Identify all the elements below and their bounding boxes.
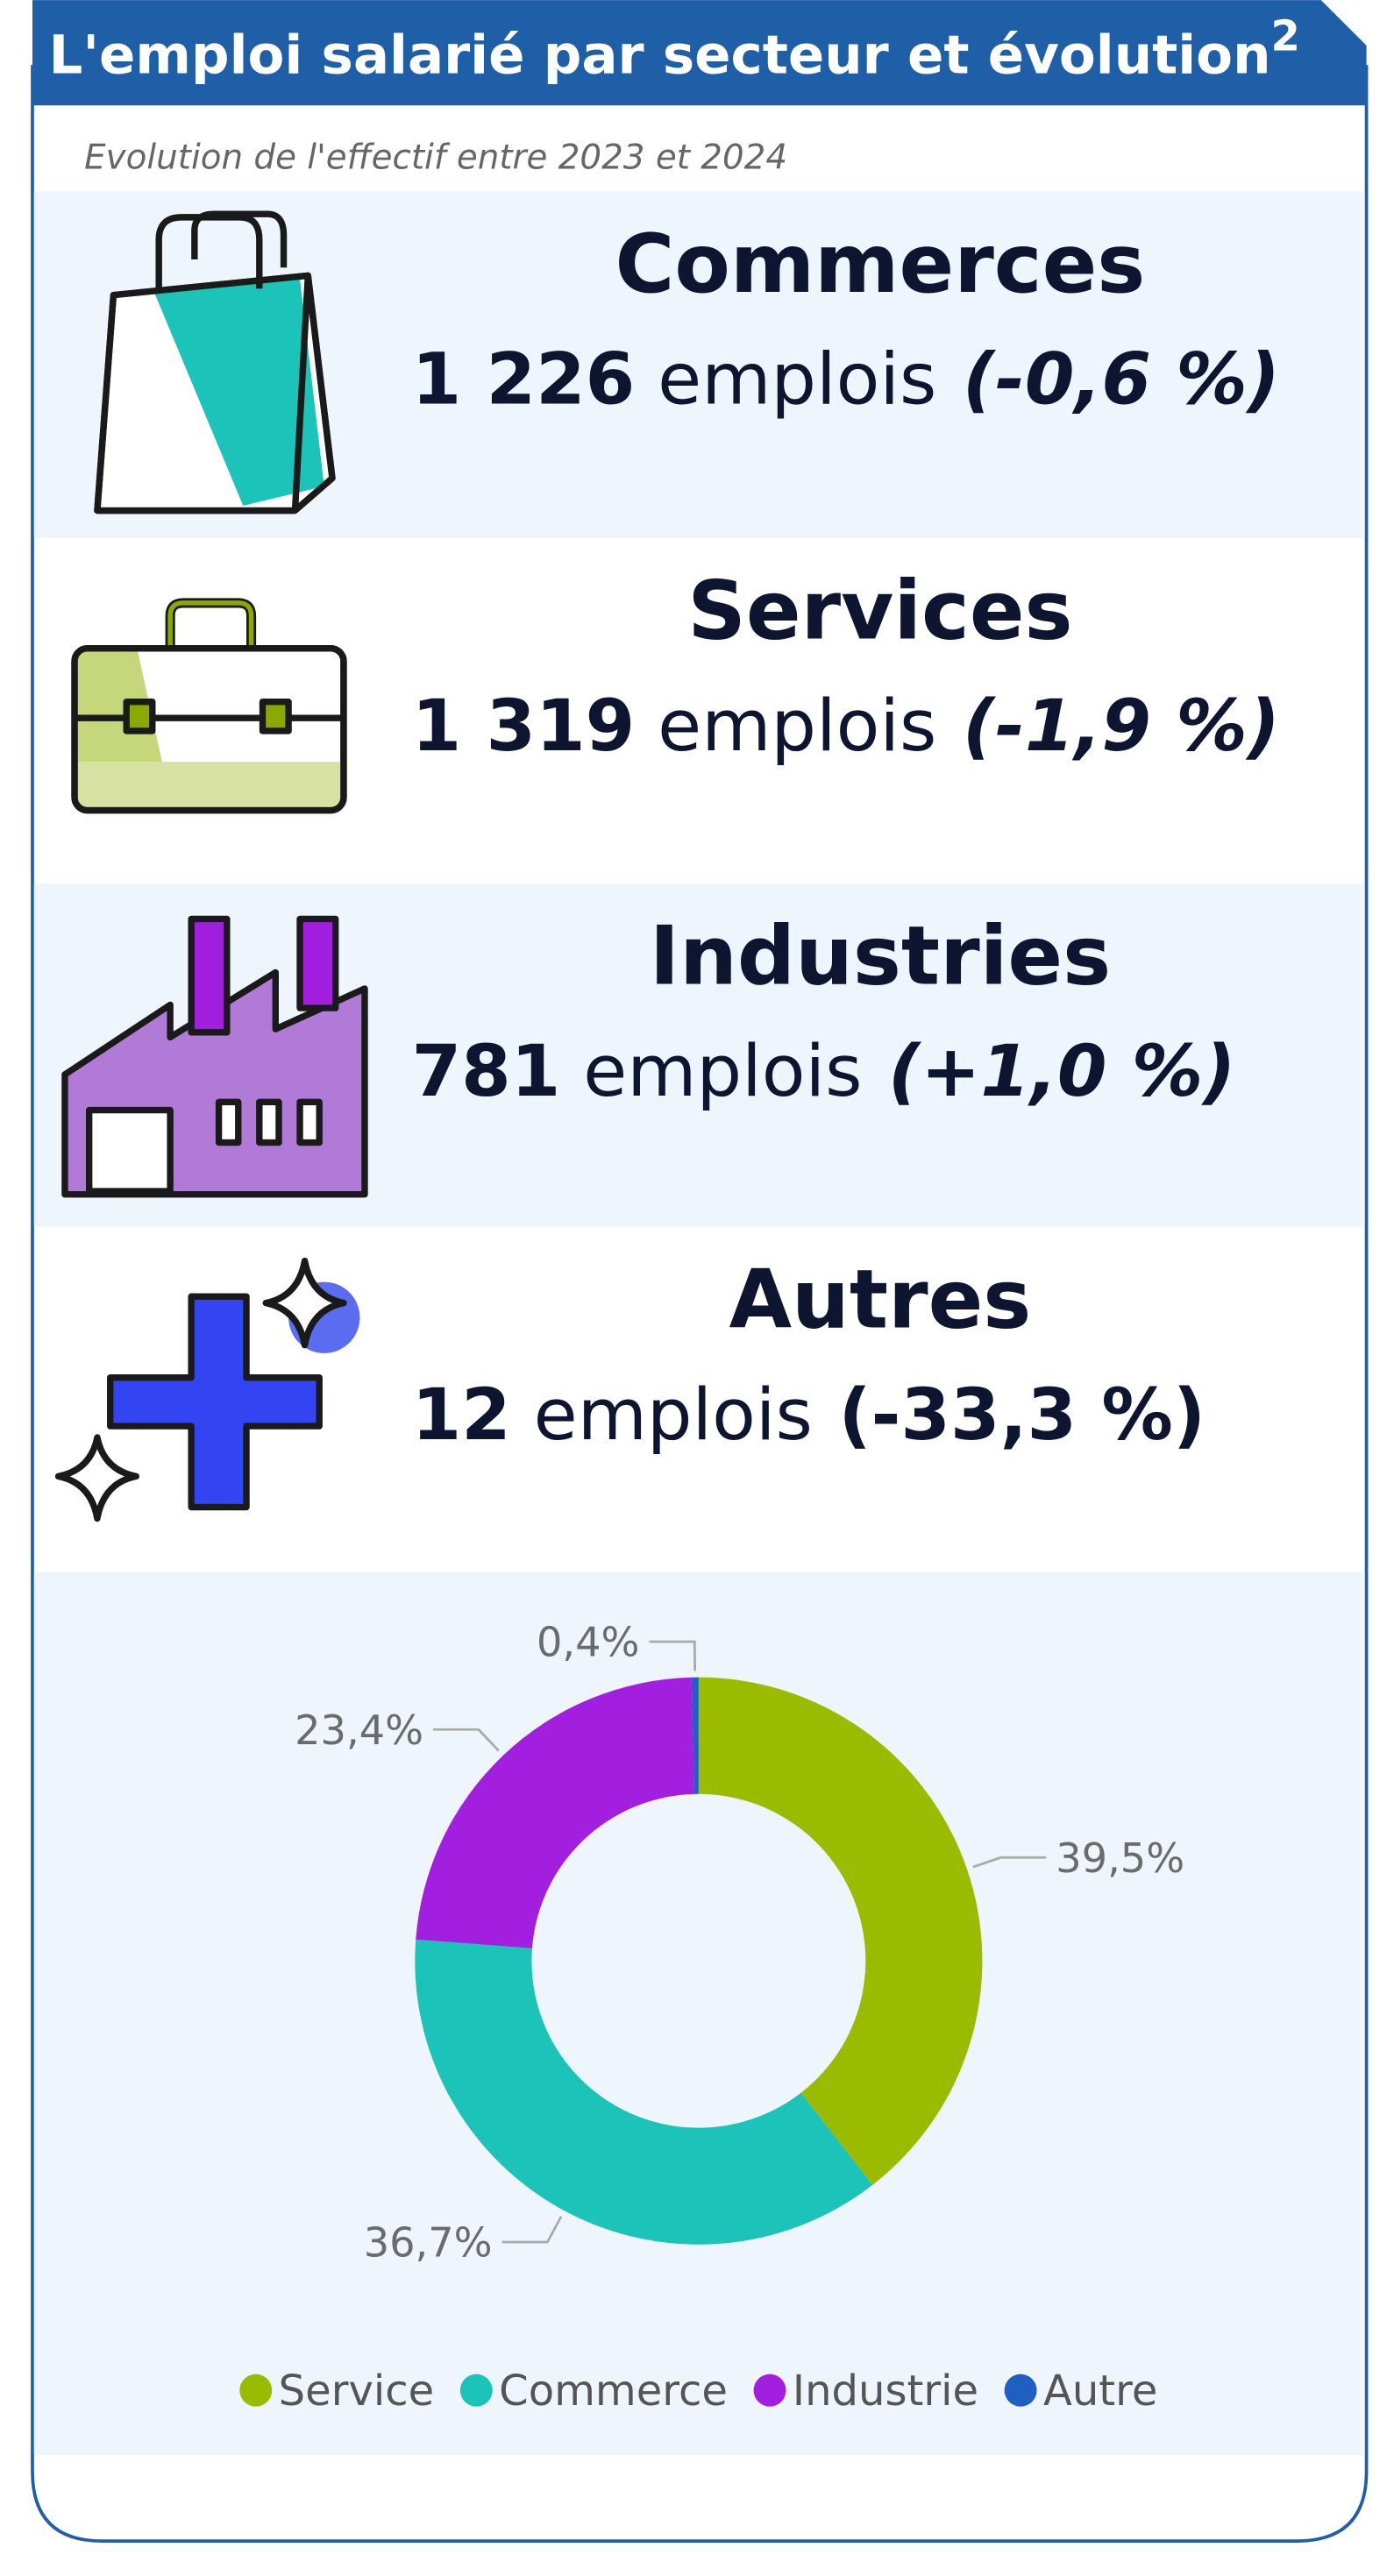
sector-count-line: 12 emplois (-33,3 %) <box>412 1373 1206 1457</box>
sector-name: Commerces <box>615 216 1146 311</box>
sector-count-line: 1 226 emplois (-0,6 %) <box>412 337 1280 421</box>
icons <box>54 210 368 1522</box>
factory-icon <box>61 915 368 1198</box>
sector-row: Services 1 319 emplois (-1,9 %) <box>412 564 1280 769</box>
sector-name: Autres <box>729 1252 1031 1346</box>
legend: Service Commerce Industrie Autre <box>239 2367 1157 2416</box>
sector-unit: emplois <box>658 685 936 768</box>
legend-marker <box>239 2374 273 2407</box>
cross-icon <box>54 1257 360 1522</box>
title-note: 2 <box>1271 11 1300 60</box>
sector-count-line: 781 emplois (+1,0 %) <box>412 1030 1236 1113</box>
leader-line <box>433 1728 500 1752</box>
donut-slice <box>415 1939 873 2245</box>
data-label: 0,4% <box>537 1619 639 1666</box>
header-bar <box>32 0 1367 106</box>
legend-label: Service <box>279 2367 435 2416</box>
leader-line <box>972 1856 1047 1869</box>
briefcase-icon <box>71 598 347 814</box>
legend-label: Commerce <box>499 2367 728 2416</box>
sectors: Commerces 1 226 emplois (-0,6 %) Services 1 3… <box>412 216 1280 1457</box>
sector-count: 1 226 <box>412 337 636 421</box>
sector-unit: emplois <box>583 1030 862 1113</box>
sector-unit: emplois <box>534 1373 813 1457</box>
sector-row: Autres 12 emplois (-33,3 %) <box>412 1252 1206 1457</box>
sector-count: 781 <box>412 1030 561 1113</box>
subtitle: Evolution de l'effectif entre 2023 et 20… <box>84 138 787 177</box>
legend-marker <box>1004 2374 1037 2407</box>
sector-change: (-1,9 %) <box>963 685 1280 768</box>
sector-change: (-33,3 %) <box>838 1373 1206 1457</box>
data-label: 39,5% <box>1056 1834 1184 1882</box>
donut-slice <box>691 1677 699 1794</box>
title-text: L'emploi salarié par secteur et évolutio… <box>48 24 1270 86</box>
sector-row: Industries 781 emplois (+1,0 %) <box>412 908 1236 1113</box>
sector-name: Services <box>687 564 1072 658</box>
donut-slice <box>416 1677 695 1948</box>
leader-line <box>649 1640 697 1671</box>
sector-count: 1 319 <box>412 685 636 768</box>
sector-row: Commerces 1 226 emplois (-0,6 %) <box>412 216 1280 422</box>
sector-unit: emplois <box>658 337 936 421</box>
sector-count: 12 <box>412 1373 511 1457</box>
legend-label: Industrie <box>793 2367 978 2416</box>
legend-marker <box>753 2374 786 2407</box>
donut-slice <box>698 1677 983 2185</box>
legend-marker <box>459 2374 493 2407</box>
bag-icon <box>94 210 336 514</box>
sector-count-line: 1 319 emplois (-1,9 %) <box>412 685 1280 768</box>
title: L'emploi salarié par secteur et évolutio… <box>48 11 1300 86</box>
sector-change: (+1,0 %) <box>888 1030 1235 1113</box>
donut-chart: 39,5% 36,7% 23,4% 0,4% Service Commerce Indust… <box>239 1619 1184 2416</box>
sector-change: (-0,6 %) <box>963 337 1280 421</box>
sector-name: Industries <box>650 908 1111 1003</box>
legend-label: Autre <box>1043 2367 1157 2416</box>
data-label: 36,7% <box>364 2219 493 2267</box>
data-label: 23,4% <box>295 1707 423 1754</box>
leader-line <box>501 2216 563 2244</box>
